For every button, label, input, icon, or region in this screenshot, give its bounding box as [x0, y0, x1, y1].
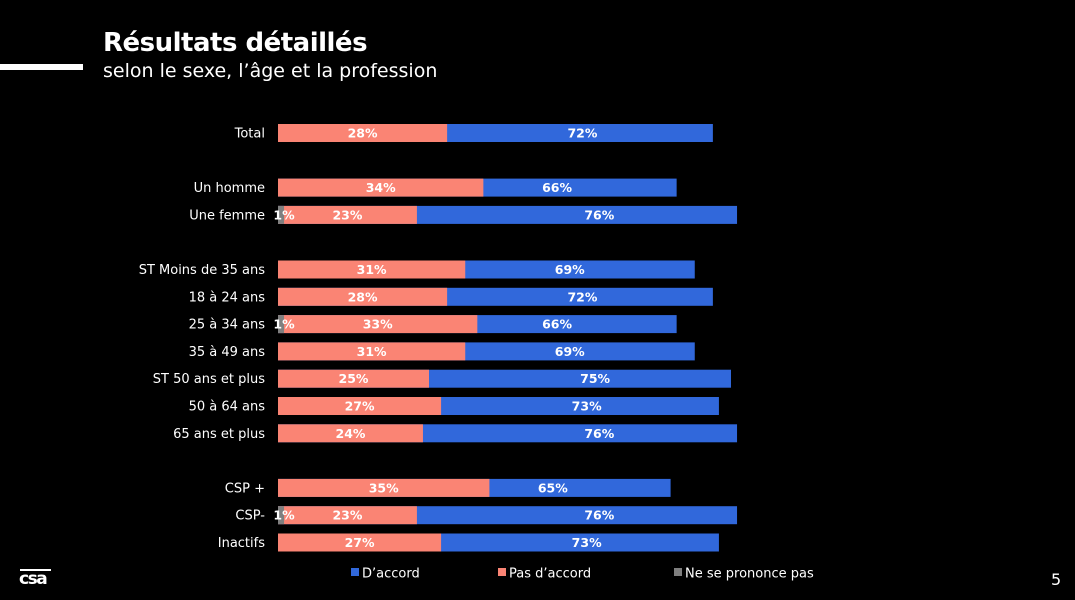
bar-segment	[278, 478, 490, 497]
bar-segment	[278, 506, 417, 525]
data-label: 25%	[339, 371, 369, 386]
title-accent-line	[0, 64, 83, 70]
legend-label: Ne se prononce pas	[685, 567, 814, 582]
page-number: 5	[1051, 570, 1062, 589]
bar-segment	[278, 533, 442, 552]
category-label: Un homme	[194, 181, 265, 196]
data-label: 35%	[369, 480, 399, 495]
bar-segment	[278, 424, 423, 443]
bar-segment	[278, 178, 484, 197]
data-label: 31%	[357, 344, 387, 359]
bar-segment	[278, 315, 478, 334]
bar-segment	[278, 315, 285, 334]
data-label: 72%	[567, 289, 597, 304]
data-label: 69%	[555, 344, 585, 359]
category-label: 25 à 34 ans	[189, 318, 266, 333]
data-label: 28%	[348, 289, 378, 304]
data-label: 72%	[567, 126, 597, 141]
bar-segment	[278, 205, 417, 224]
data-label: 31%	[357, 262, 387, 277]
data-label: 76%	[584, 426, 614, 441]
page-title: Résultats détaillés	[103, 28, 368, 58]
data-label: 75%	[580, 371, 610, 386]
bar-segment	[278, 260, 466, 279]
category-label: CSP-	[235, 509, 265, 524]
data-label: 23%	[332, 508, 362, 523]
data-label: 27%	[345, 535, 375, 550]
data-label: 76%	[584, 508, 614, 523]
data-label: 27%	[345, 399, 375, 414]
legend-label: D’accord	[362, 567, 420, 582]
data-label: 33%	[363, 317, 393, 332]
bar-segment	[278, 506, 285, 525]
data-label: 34%	[366, 180, 396, 195]
category-label: Inactifs	[218, 536, 265, 551]
bar-segment	[278, 342, 466, 361]
category-label: CSP +	[225, 481, 265, 496]
category-label: Total	[234, 127, 265, 142]
bar-segment	[278, 369, 429, 388]
legend-label: Pas d’accord	[509, 567, 591, 582]
data-label: 69%	[555, 262, 585, 277]
data-label: 24%	[336, 426, 366, 441]
category-label: ST 50 ans et plus	[153, 372, 265, 387]
csa-logo: csa	[19, 569, 51, 589]
category-label: ST Moins de 35 ans	[139, 263, 266, 278]
legend-swatch	[674, 568, 682, 576]
data-label: 76%	[584, 207, 614, 222]
data-label: 23%	[332, 207, 362, 222]
legend-swatch	[498, 568, 506, 576]
logo-bar	[20, 569, 51, 571]
bar-segment	[278, 287, 448, 306]
category-label: Une femme	[189, 208, 265, 223]
category-label: 35 à 49 ans	[189, 345, 266, 360]
page-subtitle: selon le sexe, l’âge et la profession	[103, 60, 438, 82]
data-label: 73%	[572, 399, 602, 414]
category-label: 50 à 64 ans	[189, 400, 266, 415]
category-label: 18 à 24 ans	[189, 290, 266, 305]
data-label: 1%	[273, 207, 295, 222]
data-label: 1%	[273, 508, 295, 523]
data-label: 28%	[348, 126, 378, 141]
data-label: 1%	[273, 317, 295, 332]
category-label: 65 ans et plus	[173, 427, 265, 442]
legend-swatch	[351, 568, 359, 576]
data-label: 65%	[538, 480, 568, 495]
bar-segment	[278, 124, 448, 142]
logo-text: csa	[19, 569, 48, 589]
bar-segment	[278, 397, 442, 415]
data-label: 73%	[572, 535, 602, 550]
data-label: 66%	[542, 317, 572, 332]
bar-segment	[278, 205, 285, 224]
data-label: 66%	[542, 180, 572, 195]
